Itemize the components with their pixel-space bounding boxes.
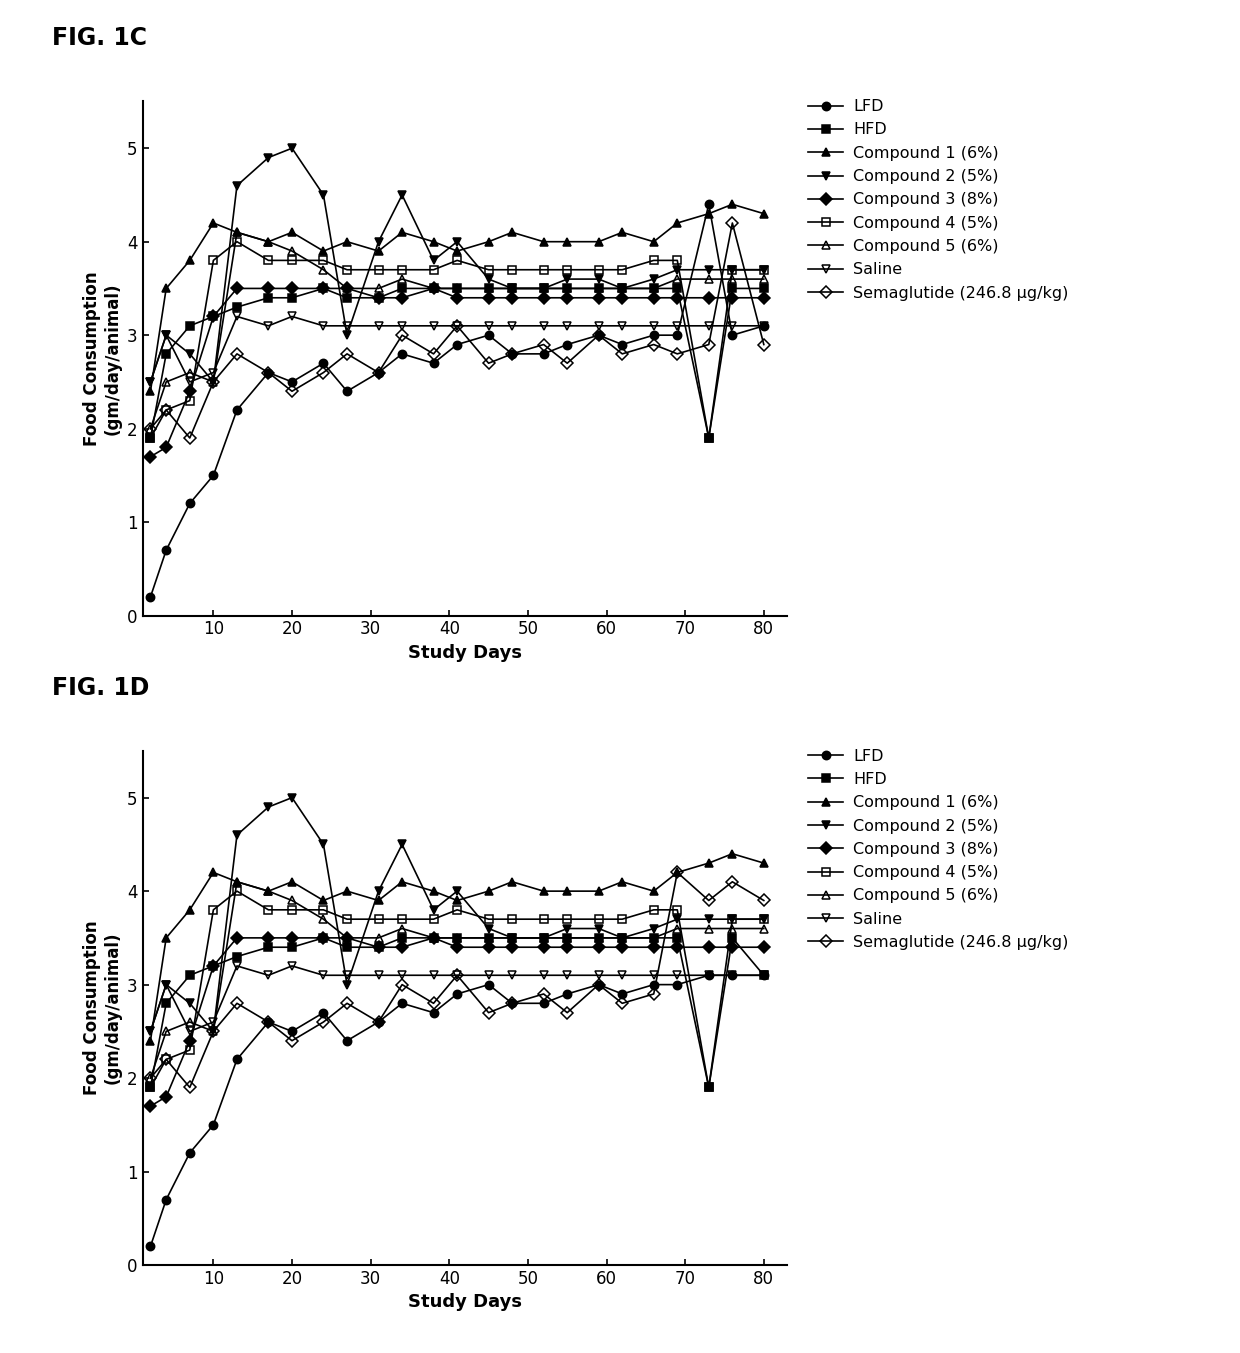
Text: FIG. 1D: FIG. 1D xyxy=(52,675,150,700)
X-axis label: Study Days: Study Days xyxy=(408,644,522,662)
Y-axis label: Food Consumption
(gm/day/animal): Food Consumption (gm/day/animal) xyxy=(83,920,122,1096)
Y-axis label: Food Consumption
(gm/day/animal): Food Consumption (gm/day/animal) xyxy=(83,271,122,446)
Legend: LFD, HFD, Compound 1 (6%), Compound 2 (5%), Compound 3 (8%), Compound 4 (5%), Co: LFD, HFD, Compound 1 (6%), Compound 2 (5… xyxy=(808,99,1069,300)
Text: FIG. 1C: FIG. 1C xyxy=(52,26,148,50)
X-axis label: Study Days: Study Days xyxy=(408,1293,522,1311)
Legend: LFD, HFD, Compound 1 (6%), Compound 2 (5%), Compound 3 (8%), Compound 4 (5%), Co: LFD, HFD, Compound 1 (6%), Compound 2 (5… xyxy=(808,748,1069,950)
